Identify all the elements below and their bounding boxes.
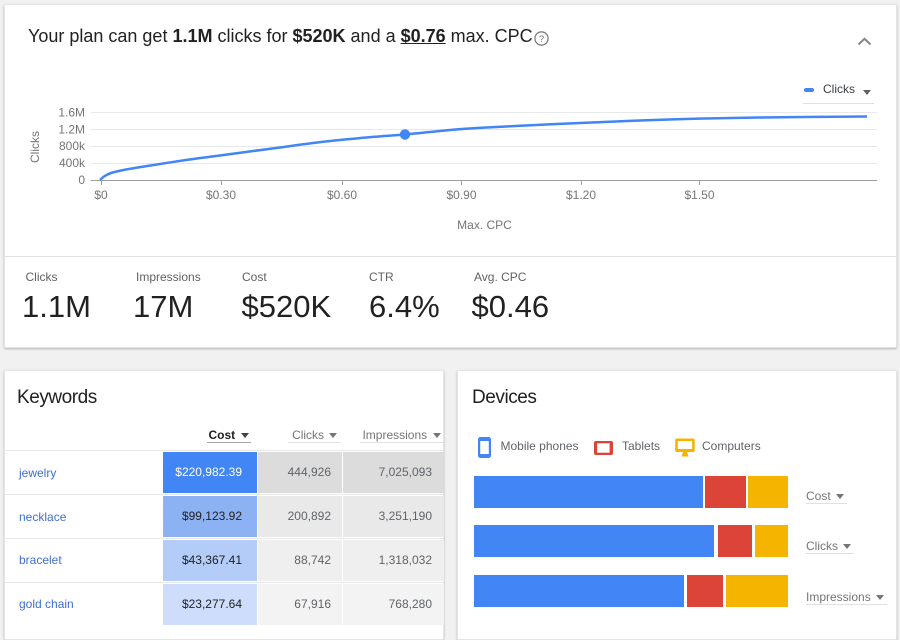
svg-text:1.6M: 1.6M <box>58 105 85 119</box>
svg-text:Max. CPC: Max. CPC <box>457 218 512 232</box>
svg-text:?: ? <box>539 34 544 45</box>
svg-text:$0.30: $0.30 <box>206 188 236 202</box>
svg-text:Clicks: Clicks <box>28 131 42 163</box>
svg-text:800k: 800k <box>59 139 86 153</box>
svg-text:$0: $0 <box>94 188 108 202</box>
svg-text:1.2M: 1.2M <box>58 122 85 136</box>
svg-text:$1.50: $1.50 <box>684 188 714 202</box>
svg-text:400k: 400k <box>59 156 86 170</box>
svg-text:0: 0 <box>78 173 85 187</box>
svg-text:$1.20: $1.20 <box>566 188 596 202</box>
svg-text:$0.60: $0.60 <box>327 188 357 202</box>
svg-text:$0.90: $0.90 <box>446 188 476 202</box>
